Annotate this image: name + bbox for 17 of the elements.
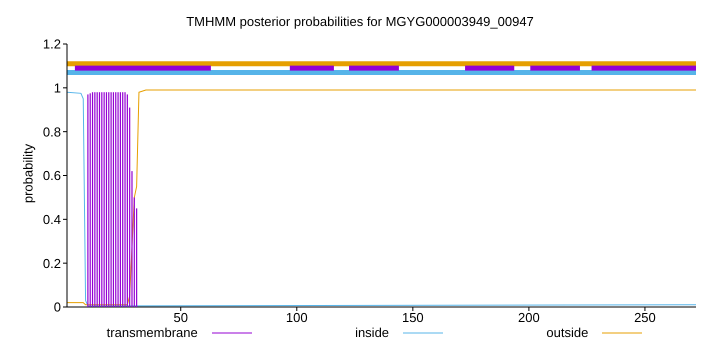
y-tick-label: 0 (54, 300, 61, 315)
legend-label: inside (355, 325, 390, 340)
x-tick-label: 200 (518, 310, 540, 326)
y-tick-label: 1 (54, 80, 61, 96)
y-tick-label: 0.6 (42, 168, 61, 184)
y-tick-label: 1.2 (42, 36, 61, 52)
y-axis-title: probability (20, 142, 36, 205)
y-tick-label: 0.8 (42, 124, 61, 140)
y-tick-label: 0.2 (42, 256, 61, 271)
chart-title: TMHMM posterior probabilities for MGYG000003949_00947 (185, 14, 535, 29)
x-tick-label: 150 (402, 310, 424, 326)
y-tick-label: 0.4 (42, 212, 61, 227)
x-tick-label: 250 (634, 310, 656, 326)
legend-label: transmembrane (106, 325, 198, 340)
x-tick-label: 50 (173, 310, 188, 326)
x-tick-label: 100 (286, 310, 308, 326)
legend-label: outside (546, 325, 588, 340)
